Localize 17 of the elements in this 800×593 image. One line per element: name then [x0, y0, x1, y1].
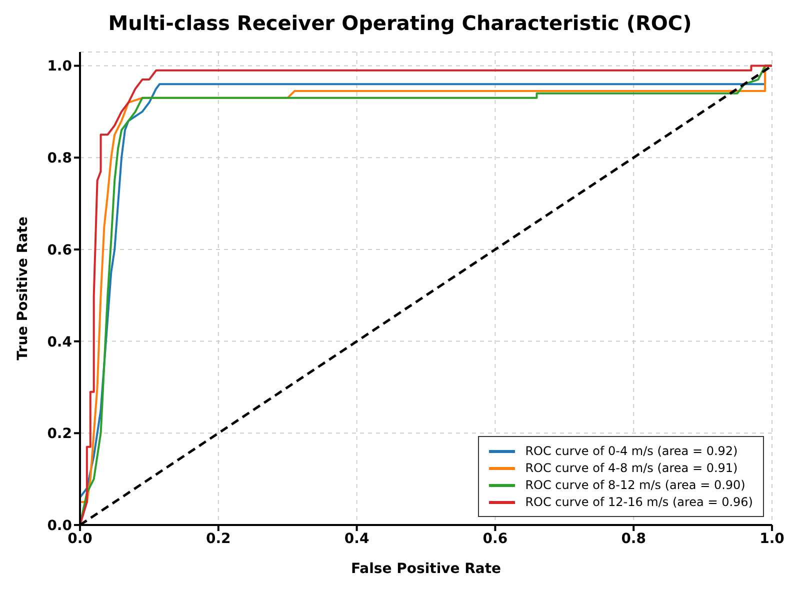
- y-tick-label: 0.2: [47, 426, 72, 442]
- y-axis-title: True Positive Rate: [14, 216, 31, 360]
- y-tick-label: 0.6: [47, 242, 72, 258]
- x-tick-label: 0.4: [344, 530, 370, 547]
- x-axis-title: False Positive Rate: [350, 561, 502, 577]
- legend-label: ROC curve of 12-16 m/s (area = 0.96): [525, 495, 753, 509]
- x-tick-label: 0.8: [621, 530, 646, 547]
- legend-label: ROC curve of 8-12 m/s (area = 0.90): [525, 478, 746, 492]
- y-tick-label: 1.0: [47, 58, 72, 75]
- x-tick-label: 0.6: [482, 530, 508, 547]
- chart-title: Multi-class Receiver Operating Characteristic (ROC): [107, 10, 693, 37]
- y-tick-label: 0.4: [47, 334, 72, 350]
- x-tick-label: 1.0: [760, 530, 785, 547]
- legend-label: ROC curve of 0-4 m/s (area = 0.92): [525, 444, 738, 458]
- y-tick-label: 0.8: [47, 150, 72, 167]
- legend-label: ROC curve of 4-8 m/s (area = 0.91): [525, 461, 738, 475]
- x-tick-label: 0.2: [206, 530, 231, 547]
